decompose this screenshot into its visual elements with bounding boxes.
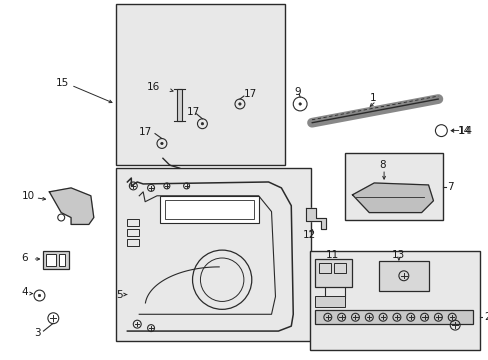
Text: 5: 5 — [116, 289, 122, 300]
Polygon shape — [49, 188, 94, 224]
Bar — [127, 229, 139, 236]
Bar — [378, 261, 427, 291]
Bar — [318, 263, 330, 273]
Text: 17: 17 — [138, 127, 151, 136]
Text: 16: 16 — [146, 82, 160, 92]
Text: 10: 10 — [21, 191, 35, 201]
Text: 7: 7 — [447, 182, 453, 192]
Bar — [160, 196, 258, 224]
Text: 1: 1 — [369, 93, 376, 103]
Text: 4: 4 — [21, 287, 28, 297]
Bar — [127, 220, 139, 226]
Text: 11: 11 — [325, 250, 339, 260]
Circle shape — [298, 103, 301, 105]
Circle shape — [201, 122, 203, 125]
Text: 17: 17 — [186, 107, 200, 117]
Bar — [115, 4, 285, 165]
Polygon shape — [305, 208, 325, 229]
Text: 2: 2 — [483, 312, 488, 322]
Bar — [333, 263, 345, 273]
Circle shape — [238, 103, 241, 105]
Bar — [309, 251, 479, 350]
Text: 6: 6 — [21, 253, 28, 263]
Text: 13: 13 — [391, 250, 405, 260]
Bar — [164, 200, 253, 220]
Polygon shape — [352, 183, 432, 213]
Bar — [314, 296, 344, 307]
Bar — [127, 239, 139, 246]
Bar — [314, 259, 352, 287]
Text: 9: 9 — [293, 87, 300, 97]
Text: ←14: ←14 — [449, 126, 471, 136]
Bar — [344, 153, 443, 220]
Circle shape — [38, 294, 41, 297]
Bar — [176, 89, 182, 121]
Text: 3: 3 — [34, 328, 41, 338]
Bar — [46, 254, 56, 266]
Text: 15: 15 — [56, 78, 69, 88]
Text: 17: 17 — [244, 89, 257, 99]
Bar — [115, 168, 310, 341]
Text: 12: 12 — [302, 230, 315, 240]
Circle shape — [161, 142, 163, 145]
Text: 8: 8 — [378, 160, 385, 170]
Bar — [59, 254, 65, 266]
Text: 14: 14 — [457, 126, 470, 136]
Bar — [43, 251, 69, 269]
Bar — [314, 310, 472, 324]
